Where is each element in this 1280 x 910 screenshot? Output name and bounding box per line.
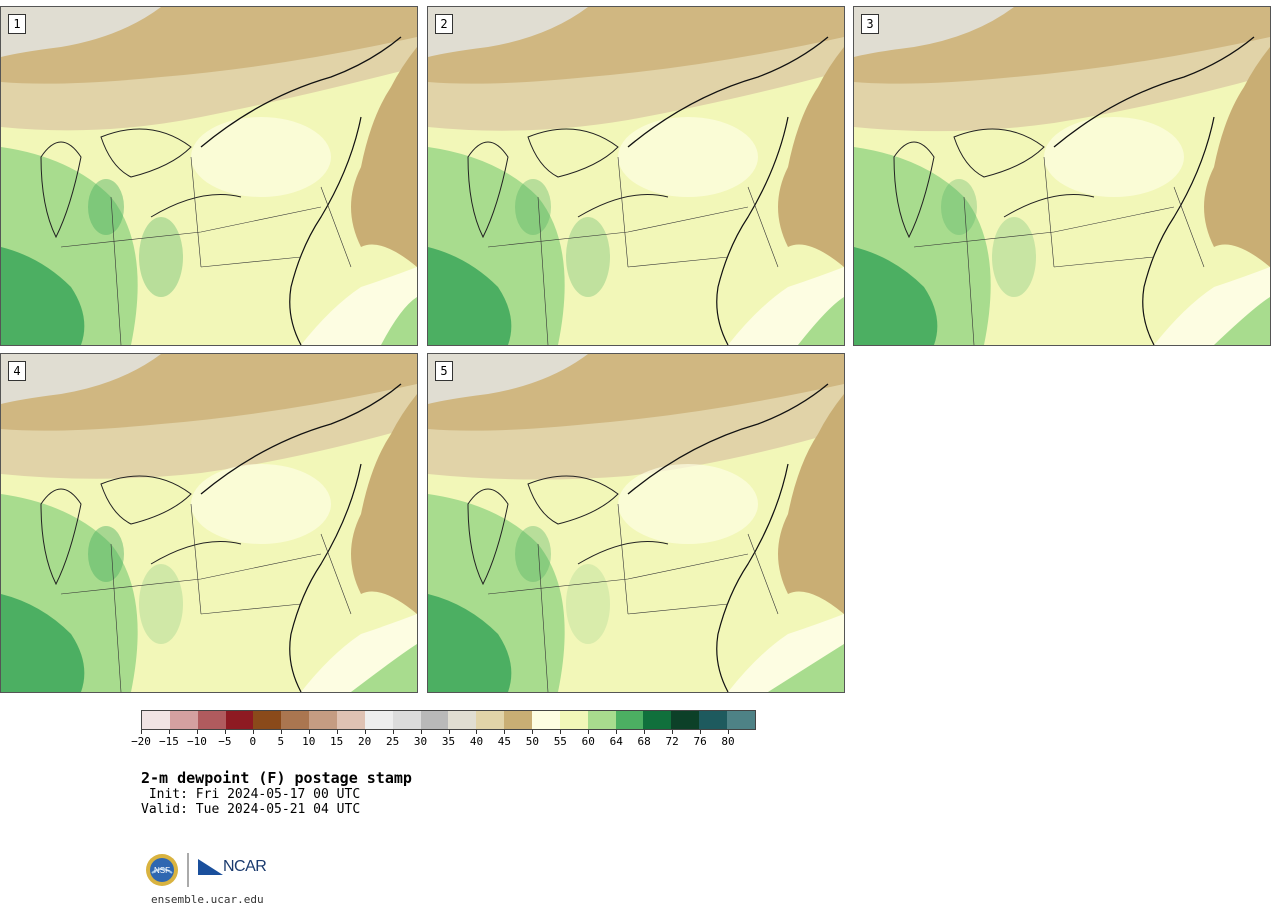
dewpoint-map <box>1 7 417 345</box>
colorbar-label: 15 <box>330 735 344 748</box>
colorbar-segment <box>169 711 198 729</box>
colorbar-tick <box>364 730 366 734</box>
colorbar-segment <box>448 711 477 729</box>
colorbar-tick <box>252 730 254 734</box>
colorbar-segment <box>197 711 226 729</box>
dewpoint-map <box>428 354 844 692</box>
colorbar-segment <box>253 711 282 729</box>
colorbar-label: 20 <box>358 735 372 748</box>
colorbar-tick <box>644 730 646 734</box>
dewpoint-map <box>428 7 844 345</box>
colorbar-label: 60 <box>581 735 595 748</box>
ncar-mark-icon <box>198 859 223 875</box>
map-panel-2: 2 <box>427 6 845 346</box>
colorbar-segment <box>337 711 365 729</box>
panel-number: 2 <box>435 14 453 34</box>
logo-graphic: NSF <box>146 853 223 887</box>
colorbar-tick <box>588 730 590 734</box>
colorbar-label: 64 <box>609 735 623 748</box>
colorbar-tick <box>141 730 142 734</box>
chart-title: 2-m dewpoint (F) postage stamp <box>141 769 412 787</box>
colorbar-tick <box>476 730 478 734</box>
colorbar-label: 10 <box>302 735 316 748</box>
colorbar-segment <box>476 711 505 729</box>
dewpoint-map <box>854 7 1270 345</box>
map-panel-5: 5 <box>427 353 845 693</box>
colorbar-tick <box>448 730 450 734</box>
colorbar-tick <box>196 730 198 734</box>
colorbar-segment <box>559 711 588 729</box>
colorbar-label: 80 <box>721 735 735 748</box>
colorbar-tick <box>504 730 506 734</box>
init-time: Init: Fri 2024-05-17 00 UTC <box>141 787 361 802</box>
valid-time: Valid: Tue 2024-05-21 04 UTC <box>141 802 361 817</box>
colorbar-label: −10 <box>186 735 207 748</box>
colorbar-label: 72 <box>665 735 679 748</box>
colorbar-label: 45 <box>497 735 512 748</box>
colorbar-tick <box>308 730 310 734</box>
colorbar-label: 68 <box>637 735 651 748</box>
colorbar <box>141 710 756 730</box>
colorbar-segment <box>615 711 644 729</box>
colorbar-label: 25 <box>385 735 400 748</box>
nsf-seal-text: NSF <box>154 866 170 875</box>
colorbar-tick <box>728 730 730 734</box>
map-panel-1: 1 <box>0 6 418 346</box>
panel-number: 1 <box>8 14 26 34</box>
colorbar-tick <box>560 730 562 734</box>
map-panel-3: 3 <box>853 6 1271 346</box>
colorbar-tick <box>280 730 282 734</box>
colorbar-segment <box>504 711 533 729</box>
colorbar-tick <box>532 730 534 734</box>
colorbar-label: −15 <box>159 735 179 748</box>
colorbar-tick <box>700 730 702 734</box>
colorbar-segment <box>727 711 755 729</box>
colorbar-tick <box>336 730 338 734</box>
colorbar-label: 35 <box>441 735 456 748</box>
colorbar-segment <box>392 711 421 729</box>
colorbar-segment <box>420 711 449 729</box>
colorbar-segment <box>532 711 560 729</box>
colorbar-label: −5 <box>218 735 232 748</box>
site-url: ensemble.ucar.edu <box>151 893 264 906</box>
panel-number: 5 <box>435 361 453 381</box>
map-panel-4: 4 <box>0 353 418 693</box>
nsf-ncar-logo: NSF <box>145 851 275 891</box>
panel-number: 4 <box>8 361 26 381</box>
colorbar-tick <box>168 730 170 734</box>
colorbar-tick <box>672 730 674 734</box>
colorbar-tick <box>392 730 394 734</box>
colorbar-ticks: −20 −15 −10 −5 0 5 10 15 20 25 30 35 40 45 50 55 60 64 68 7… <box>131 730 756 750</box>
panel-number: 3 <box>861 14 879 34</box>
colorbar-segment <box>643 711 672 729</box>
colorbar-label: 5 <box>277 735 285 748</box>
colorbar-segment <box>671 711 700 729</box>
colorbar-label: 50 <box>525 735 539 748</box>
colorbar-label: 76 <box>693 735 707 748</box>
colorbar-tick <box>616 730 618 734</box>
dewpoint-map <box>1 354 417 692</box>
colorbar-label: 55 <box>553 735 567 748</box>
colorbar-label: 40 <box>469 735 484 748</box>
colorbar-tick <box>224 730 226 734</box>
colorbar-label: −20 <box>131 735 151 748</box>
colorbar-tick <box>420 730 422 734</box>
colorbar-label: 30 <box>413 735 428 748</box>
colorbar-segment <box>699 711 728 729</box>
colorbar-segment <box>142 711 170 729</box>
colorbar-segment <box>281 711 310 729</box>
colorbar-segment <box>364 711 393 729</box>
colorbar-label: 0 <box>249 735 257 748</box>
colorbar-segment <box>309 711 338 729</box>
colorbar-segment <box>587 711 616 729</box>
colorbar-segment <box>225 711 254 729</box>
ncar-wordmark: NCAR <box>223 858 267 875</box>
